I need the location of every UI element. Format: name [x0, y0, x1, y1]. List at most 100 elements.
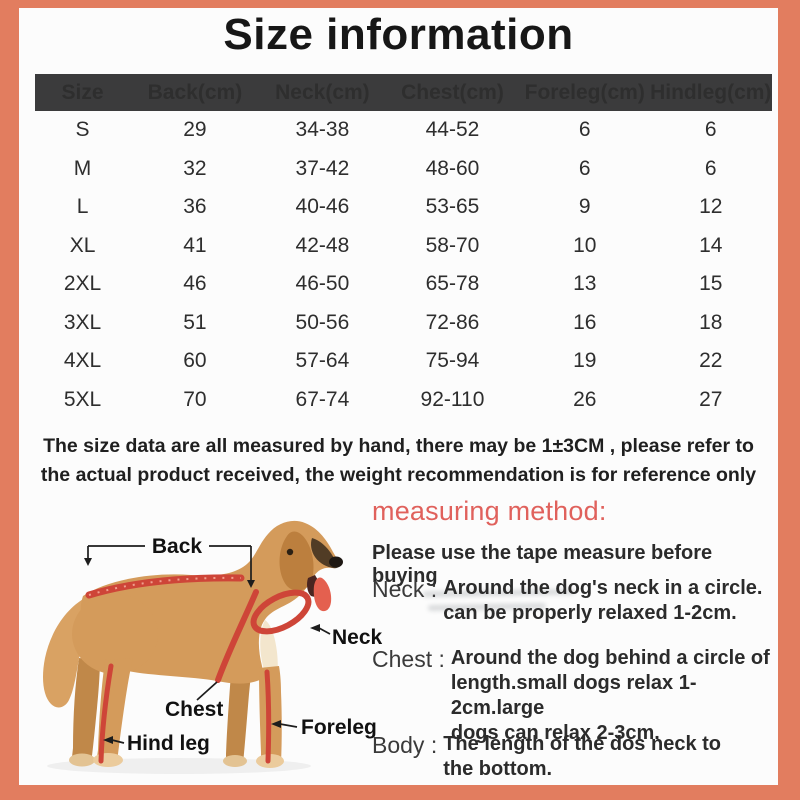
dog-paw: [223, 755, 247, 767]
arrow-down-icon: [84, 558, 92, 566]
arrow-left-icon: [271, 720, 281, 728]
column-header-hindleg: Hindleg(cm): [650, 80, 772, 104]
arrow-down-icon: [247, 580, 255, 588]
table-cell: 3XL: [63, 310, 102, 334]
table-cell: 92-110: [420, 387, 485, 411]
tape-neck-loop: [250, 589, 312, 635]
diagram-label-neck: Neck: [332, 626, 383, 649]
table-row: 3XL 51 50-56 72-86 16 18: [35, 304, 772, 343]
measure-desc-body: The length of the dos neck to the bottom…: [443, 732, 721, 782]
note-line: The size data are all measured by hand, …: [43, 435, 754, 457]
table-cell: 13: [573, 272, 597, 296]
table-cell: 75-94: [425, 349, 480, 373]
table-cell: 58-70: [425, 233, 480, 257]
table-cell: 29: [183, 118, 207, 142]
dog-haunch: [72, 594, 158, 674]
table-cell: 60: [183, 349, 207, 373]
table-cell: 46: [183, 272, 207, 296]
dog-paw: [69, 753, 95, 767]
table-cell: 67-74: [295, 387, 350, 411]
arrow-left-icon: [103, 736, 113, 744]
tape-back-strap: [85, 574, 245, 599]
measure-line: The length of the dos neck to: [443, 733, 722, 755]
table-cell: 42-48: [295, 233, 350, 257]
table-cell: 6: [578, 118, 591, 142]
measure-line: Around the dog's neck in a circle.: [443, 577, 763, 599]
table-cell: 34-38: [295, 118, 350, 142]
dog-measuring-diagram: Back Neck Chest Foreleg Hind leg: [43, 520, 383, 774]
table-row: 5XL 70 67-74 92-110 26 27: [35, 381, 772, 420]
size-info-card: Size information Size Back(cm) Neck(cm) …: [19, 8, 778, 785]
back-dimension-line: [87, 545, 252, 582]
diagram-label-chest: Chest: [165, 698, 223, 721]
page-title: Size information: [223, 10, 574, 59]
dog-far-hind-leg: [72, 658, 100, 763]
table-cell: L: [76, 195, 89, 219]
size-table-body: S 29 34-38 44-52 6 6 M 32 37-42 48-60 6 …: [35, 111, 772, 419]
table-cell: 9: [578, 195, 591, 219]
table-cell: 4XL: [63, 349, 102, 373]
table-cell: 26: [573, 387, 597, 411]
dog-paw: [93, 753, 123, 767]
column-header-back: Back(cm): [147, 80, 243, 104]
measure-line: Around the dog behind a circle of: [450, 647, 770, 669]
table-cell: 16: [573, 310, 597, 334]
table-row: S 29 34-38 44-52 6 6: [35, 111, 772, 150]
note-line: the actual product received, the weight …: [40, 464, 757, 486]
neck-pointer-line: [318, 627, 331, 635]
measure-term-chest: Chest :: [372, 646, 445, 672]
dog-far-front-leg: [226, 673, 251, 764]
table-cell: 46-50: [295, 272, 350, 296]
dog-ear: [279, 531, 314, 591]
table-cell: 51: [183, 310, 207, 334]
tape-foreleg-strap: [264, 669, 272, 764]
table-cell: 12: [699, 195, 723, 219]
column-header-chest: Chest(cm): [401, 80, 504, 104]
table-row: L 36 40-46 53-65 9 12: [35, 188, 772, 227]
measure-item-chest: Chest : Around the dog behind a circle o…: [372, 646, 778, 746]
measure-term-body: Body :: [372, 732, 438, 758]
table-cell: 57-64: [295, 349, 350, 373]
table-cell: 6: [704, 156, 717, 180]
hindleg-pointer-line: [111, 739, 125, 744]
table-cell: S: [75, 118, 90, 142]
measuring-method-heading: measuring method:: [372, 496, 607, 526]
table-cell: 19: [573, 349, 597, 373]
measure-line: dogs can relax 2-3cm.: [450, 722, 660, 744]
table-row: M 32 37-42 48-60 6 6: [35, 150, 772, 189]
table-cell: 70: [183, 387, 207, 411]
table-cell: 10: [573, 233, 597, 257]
table-cell: 72-86: [425, 310, 480, 334]
measure-item-neck: Neck : Around the dog's neck in a circle…: [372, 576, 762, 626]
dog-eye: [286, 548, 294, 556]
measurement-note: The size data are all measured by hand, …: [19, 432, 778, 490]
diagram-label-foreleg: Foreleg: [301, 716, 377, 739]
table-cell: 2XL: [63, 272, 102, 296]
table-row: 4XL 60 57-64 75-94 19 22: [35, 342, 772, 381]
table-cell: 6: [578, 156, 591, 180]
measure-line: can be properly relaxed 1-2cm.: [443, 602, 737, 624]
dog-tongue: [313, 577, 332, 612]
measure-desc-neck: Around the dog's neck in a circle. can b…: [443, 576, 762, 626]
table-cell: 65-78: [425, 272, 480, 296]
table-cell: 27: [699, 387, 723, 411]
chest-pointer-line: [196, 681, 218, 701]
tape-hindleg-strap: [98, 663, 114, 764]
table-cell: XL: [69, 233, 96, 257]
dog-nose: [329, 556, 343, 568]
table-row: 2XL 46 46-50 65-78 13 15: [35, 265, 772, 304]
arrow-left-icon: [310, 624, 320, 632]
column-header-foreleg: Foreleg(cm): [524, 80, 645, 104]
tape-chest-strap: [215, 589, 259, 683]
table-cell: 48-60: [425, 156, 480, 180]
size-table-header: Size Back(cm) Neck(cm) Chest(cm) Foreleg…: [35, 74, 772, 111]
table-cell: 32: [183, 156, 207, 180]
foreleg-pointer-line: [279, 723, 298, 728]
measure-line: length.small dogs relax 1-2cm.large: [450, 672, 697, 719]
table-cell: 53-65: [425, 195, 480, 219]
table-cell: 37-42: [295, 156, 350, 180]
measure-term-neck: Neck :: [372, 576, 438, 602]
table-cell: M: [73, 156, 92, 180]
table-cell: 22: [699, 349, 723, 373]
measuring-intro: Please use the tape measure before buyin…: [372, 542, 713, 587]
